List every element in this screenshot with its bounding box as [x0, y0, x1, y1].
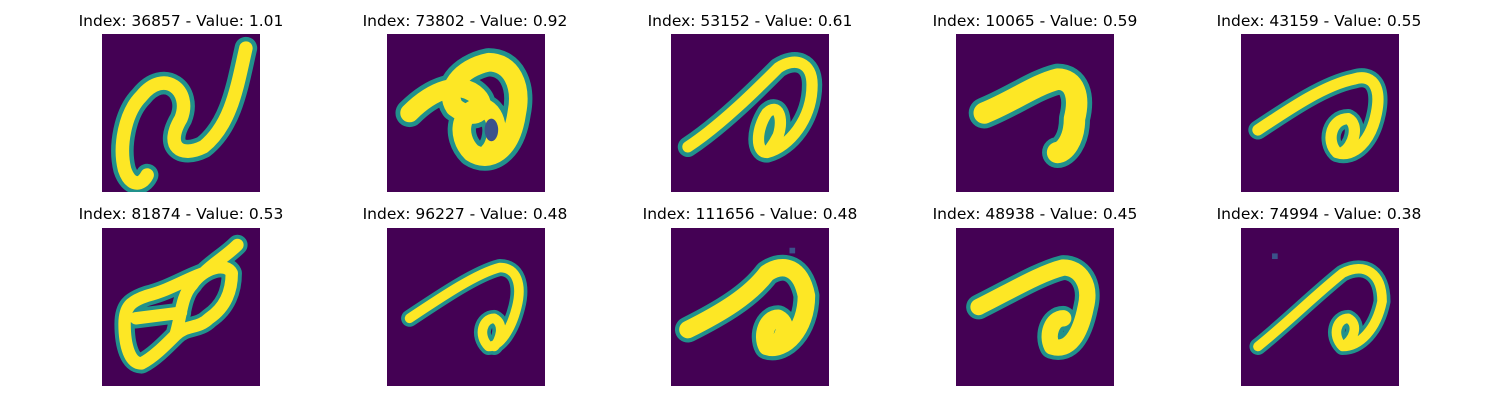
digit-image — [387, 34, 545, 192]
panel-title: Index: 74994 - Value: 0.38 — [1216, 205, 1422, 223]
digit-image — [671, 34, 829, 192]
panel-title: Index: 48938 - Value: 0.45 — [932, 205, 1138, 223]
digit-image — [387, 228, 545, 386]
digit-image — [1241, 228, 1399, 386]
panel-title: Index: 36857 - Value: 1.01 — [78, 12, 284, 30]
digit-image — [102, 228, 260, 386]
digit-image — [956, 228, 1114, 386]
panel-title: Index: 53152 - Value: 0.61 — [647, 12, 853, 30]
panel-title: Index: 111656 - Value: 0.48 — [642, 205, 858, 223]
digit-image — [671, 228, 829, 386]
panel-title: Index: 10065 - Value: 0.59 — [932, 12, 1138, 30]
panel-title: Index: 73802 - Value: 0.92 — [362, 12, 568, 30]
panel-title: Index: 43159 - Value: 0.55 — [1216, 12, 1422, 30]
panel-title: Index: 96227 - Value: 0.48 — [362, 205, 568, 223]
digit-image — [1241, 34, 1399, 192]
panel-title: Index: 81874 - Value: 0.53 — [78, 205, 284, 223]
digit-image — [956, 34, 1114, 192]
digit-image — [102, 34, 260, 192]
